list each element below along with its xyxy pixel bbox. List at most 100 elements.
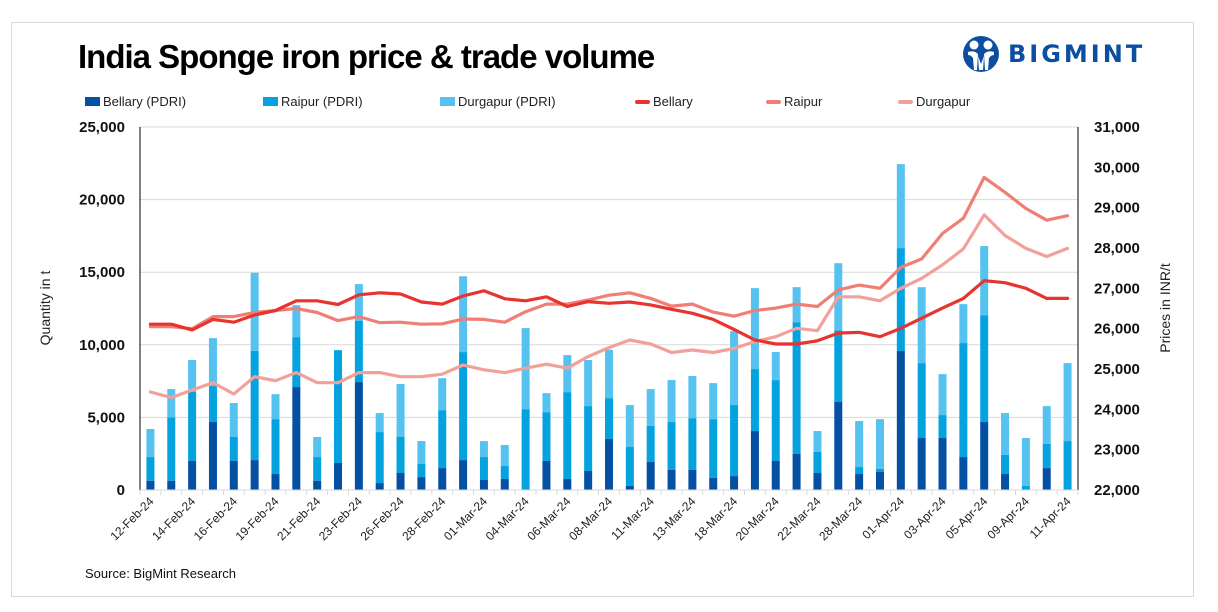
bar-raipur-pdri-23 <box>625 447 634 486</box>
bar-bellary-pdri-26 <box>688 469 697 490</box>
bar-raipur-pdri-1 <box>167 417 176 481</box>
bar-bellary-pdri-1 <box>167 480 176 490</box>
legend-label: Raipur <box>784 94 823 109</box>
right-tick-label: 27,000 <box>1094 280 1140 297</box>
x-tick-label: 20-Mar-24 <box>733 494 782 543</box>
bar-raipur-pdri-32 <box>813 451 822 474</box>
x-tick-label: 23-Feb-24 <box>316 494 365 543</box>
x-tick-label: 04-Mar-24 <box>483 494 532 543</box>
bar-durgapur-pdri-0 <box>146 429 155 458</box>
bar-bellary-pdri-23 <box>625 485 634 490</box>
legend-item-durgapur-price: Durgapur <box>898 94 970 109</box>
x-tick-label: 28-Mar-24 <box>816 494 865 543</box>
bar-durgapur-pdri-34 <box>855 421 864 468</box>
legend-item-raipur-pdri: Raipur (PDRI) <box>263 94 363 109</box>
bar-bellary-pdri-8 <box>313 480 322 490</box>
bar-raipur-pdri-3 <box>208 386 217 423</box>
left-tick-label: 25,000 <box>79 119 125 136</box>
bar-durgapur-pdri-42 <box>1021 438 1030 486</box>
bar-raipur-pdri-25 <box>667 422 676 470</box>
bar-raipur-pdri-26 <box>688 418 697 470</box>
legend-label: Raipur (PDRI) <box>281 94 363 109</box>
bar-durgapur-pdri-4 <box>229 403 238 438</box>
bar-raipur-pdri-0 <box>146 457 155 481</box>
bigmint-logo-text: BIGMINT <box>1008 40 1146 68</box>
left-tick-label: 0 <box>117 482 125 499</box>
bar-bellary-pdri-43 <box>1042 468 1051 490</box>
bar-bellary-pdri-17 <box>500 478 509 490</box>
bar-durgapur-pdri-44 <box>1063 363 1072 442</box>
bar-bellary-pdri-28 <box>730 476 739 490</box>
legend-label: Durgapur (PDRI) <box>458 94 556 109</box>
legend-label: Bellary (PDRI) <box>103 94 187 109</box>
x-tick-label: 18-Mar-24 <box>691 494 740 543</box>
bar-bellary-pdri-10 <box>354 382 363 490</box>
chart-title: India Sponge iron price & trade volume <box>78 38 655 75</box>
bar-durgapur-pdri-1 <box>167 389 176 418</box>
bar-bellary-pdri-34 <box>855 474 864 490</box>
bar-durgapur-pdri-35 <box>875 419 884 469</box>
bar-raipur-pdri-43 <box>1042 443 1051 469</box>
bar-durgapur-pdri-24 <box>646 389 655 426</box>
x-tick-label: 08-Mar-24 <box>566 494 615 543</box>
bar-series <box>146 164 1072 490</box>
right-tick-label: 23,000 <box>1094 442 1140 459</box>
bar-bellary-pdri-29 <box>750 431 759 490</box>
bar-raipur-pdri-24 <box>646 425 655 462</box>
left-tick-label: 5,000 <box>87 409 125 426</box>
bar-raipur-pdri-37 <box>917 363 926 439</box>
x-tick-label: 28-Feb-24 <box>399 494 448 543</box>
bar-raipur-pdri-16 <box>479 457 488 480</box>
bigmint-logo: BIGMINT <box>962 34 1145 74</box>
bar-durgapur-pdri-41 <box>1001 413 1010 456</box>
bar-bellary-pdri-9 <box>334 462 343 490</box>
x-tick-label: 01-Apr-24 <box>859 494 907 542</box>
bar-durgapur-pdri-21 <box>584 360 593 407</box>
bar-raipur-pdri-14 <box>438 410 447 469</box>
right-tick-label: 25,000 <box>1094 361 1140 378</box>
bar-bellary-pdri-38 <box>938 438 947 490</box>
bar-raipur-pdri-8 <box>313 457 322 481</box>
bar-raipur-pdri-10 <box>354 320 363 383</box>
right-tick-label: 29,000 <box>1094 200 1140 217</box>
bar-raipur-pdri-19 <box>542 412 551 461</box>
bar-raipur-pdri-27 <box>709 419 718 478</box>
x-tick-label: 16-Feb-24 <box>191 494 240 543</box>
bar-raipur-pdri-15 <box>459 352 468 461</box>
left-tick-label: 10,000 <box>79 337 125 354</box>
x-tick-label: 01-Mar-24 <box>441 494 490 543</box>
bar-durgapur-pdri-10 <box>354 284 363 321</box>
bar-raipur-pdri-5 <box>250 350 259 461</box>
right-tick-label: 30,000 <box>1094 159 1140 176</box>
bar-raipur-pdri-28 <box>730 405 739 477</box>
legend-label: Durgapur <box>916 94 971 109</box>
right-tick-label: 28,000 <box>1094 240 1140 257</box>
right-axis-title: Prices in INR/t <box>1157 263 1173 353</box>
x-tick-label: 22-Mar-24 <box>775 494 824 543</box>
x-tick-label: 11-Mar-24 <box>608 494 657 543</box>
bar-bellary-pdri-14 <box>438 468 447 490</box>
x-tick-label: 21-Feb-24 <box>274 494 323 543</box>
legend-swatch <box>898 99 913 104</box>
x-tick-label: 06-Mar-24 <box>524 494 573 543</box>
bar-durgapur-pdri-26 <box>688 376 697 419</box>
bar-bellary-pdri-19 <box>542 460 551 490</box>
legend-swatch <box>263 97 278 106</box>
bar-raipur-pdri-7 <box>292 337 301 388</box>
x-axis-ticks: 12-Feb-2414-Feb-2416-Feb-2419-Feb-2421-F… <box>107 494 1073 543</box>
bar-bellary-pdri-36 <box>896 351 905 490</box>
bar-durgapur-pdri-6 <box>271 394 280 420</box>
bar-raipur-pdri-36 <box>896 248 905 352</box>
bar-raipur-pdri-17 <box>500 466 509 479</box>
bar-raipur-pdri-6 <box>271 419 280 475</box>
legend-item-bellary-pdri: Bellary (PDRI) <box>85 94 186 109</box>
bar-durgapur-pdri-15 <box>459 276 468 353</box>
bar-bellary-pdri-27 <box>709 477 718 490</box>
right-tick-label: 31,000 <box>1094 119 1140 136</box>
bar-bellary-pdri-25 <box>667 469 676 490</box>
x-tick-label: 12-Feb-24 <box>107 494 156 543</box>
bar-durgapur-pdri-29 <box>750 288 759 370</box>
bar-durgapur-pdri-27 <box>709 383 718 420</box>
bar-bellary-pdri-41 <box>1001 474 1010 490</box>
bar-durgapur-pdri-7 <box>292 305 301 338</box>
